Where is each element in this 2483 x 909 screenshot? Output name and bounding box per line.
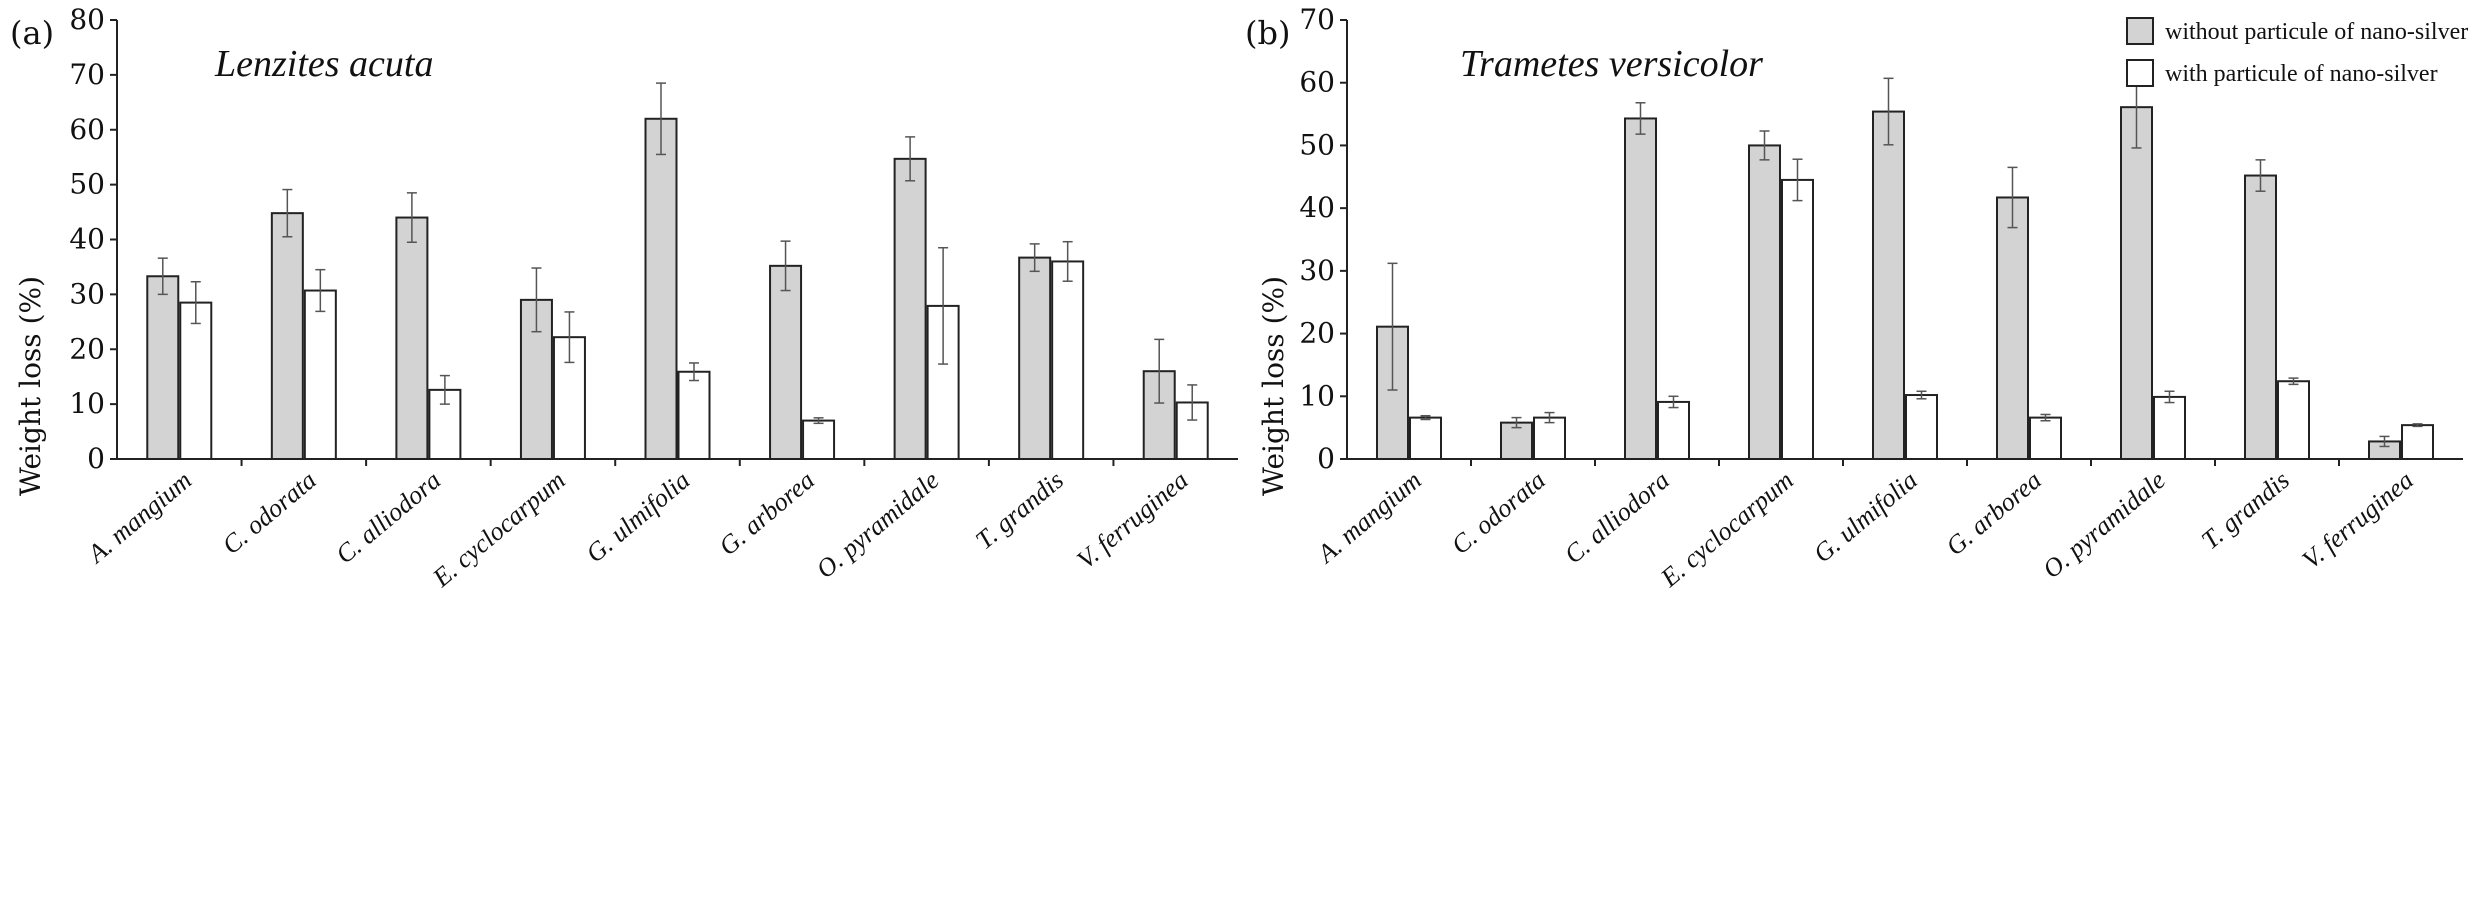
category-label: A. mangium (81, 465, 197, 569)
bar-without-a (146, 275, 180, 460)
y-tick-label: 20 (69, 332, 105, 365)
category-label: C. odorata (217, 465, 322, 560)
bar-with-b (1657, 400, 1690, 460)
legend: without particule of nano-silver with pa… (2126, 17, 2468, 87)
category-label: O. pyramidale (811, 465, 945, 584)
y-tick-label: 30 (69, 277, 105, 310)
bar-without-b (1748, 144, 1781, 461)
bar-with-a (179, 301, 213, 461)
legend-swatch-without (2126, 17, 2154, 45)
panel-a-title: Lenzites acuta (214, 43, 433, 85)
category-label: E. cyclocarpum (1654, 465, 1798, 593)
bar-with-b (2153, 395, 2186, 461)
y-tick-label: 60 (1299, 66, 1335, 99)
y-tick-label: 50 (1299, 128, 1335, 161)
legend-label-without: without particule of nano-silver (2165, 19, 2468, 45)
bar-without-a (270, 212, 304, 460)
bar-without-b (1624, 117, 1657, 460)
category-label: G. arborea (713, 465, 819, 561)
y-tick-label: 70 (69, 58, 105, 91)
category-label: C. alliodora (1559, 465, 1675, 569)
bar-without-b (1996, 196, 2029, 461)
bar-with-a (303, 289, 337, 460)
bar-with-b (1409, 416, 1442, 461)
bar-without-b (2120, 106, 2153, 461)
y-tick-label: 70 (1299, 3, 1335, 36)
panel-b-label: (b) (1245, 14, 1290, 52)
category-label: O. pyramidale (2037, 465, 2171, 584)
bar-without-a (1018, 256, 1052, 461)
y-tick-label: 40 (1299, 191, 1335, 224)
category-label: V. ferruginea (2297, 465, 2419, 574)
bar-without-a (769, 264, 803, 460)
bar-without-a (893, 157, 927, 461)
panel-b-ylabel: Weight loss (%) (1257, 276, 1290, 496)
bar-with-b (2029, 416, 2062, 461)
y-tick-label: 10 (1299, 379, 1335, 412)
category-label: T. grandis (2196, 465, 2295, 555)
bar-with-a (802, 419, 836, 460)
panel-a-label: (a) (10, 14, 54, 52)
category-label: A. mangium (1310, 465, 1426, 569)
bar-with-a (1051, 260, 1085, 461)
bar-with-b (1781, 178, 1814, 461)
category-label: G. arborea (1940, 465, 2046, 561)
bar-with-b (2401, 424, 2434, 460)
panel-b-title: Trametes versicolor (1460, 43, 1763, 85)
y-tick-label: 20 (1299, 317, 1335, 350)
category-label: G. ulmifolia (580, 465, 695, 568)
panel-a-ylabel: Weight loss (%) (14, 276, 47, 496)
y-tick-label: 30 (1299, 254, 1335, 287)
category-label: C. alliodora (330, 465, 446, 569)
y-tick-label: 0 (1317, 442, 1335, 475)
y-tick-label: 50 (69, 168, 105, 201)
category-label: T. grandis (970, 465, 1069, 555)
category-label: E. cyclocarpum (426, 465, 570, 593)
bar-without-b (1872, 110, 1905, 460)
y-tick-label: 0 (87, 442, 105, 475)
y-tick-label: 80 (69, 3, 105, 36)
bar-without-b (2244, 174, 2277, 460)
bar-with-a (677, 370, 711, 460)
legend-swatch-with (2126, 59, 2154, 87)
category-label: C. odorata (1446, 465, 1551, 560)
bar-without-a (644, 117, 678, 461)
y-tick-label: 60 (69, 113, 105, 146)
bar-without-b (1500, 421, 1533, 460)
bar-with-b (1905, 394, 1938, 461)
legend-label-with: with particule of nano-silver (2165, 61, 2438, 87)
y-tick-label: 10 (69, 387, 105, 420)
panel-b-plot: 0 10 20 30 40 50 60 70 A. mangium C. odorata C. al… (1299, 3, 2463, 593)
y-tick-label: 40 (69, 223, 105, 256)
category-label: V. ferruginea (1071, 465, 1193, 574)
category-label: G. ulmifolia (1808, 465, 1923, 568)
bar-with-b (2277, 380, 2310, 460)
bar-without-a (395, 216, 429, 460)
bar-with-b (1533, 416, 1566, 461)
panel-a-plot: 0 10 20 30 40 50 60 70 80 A. mangium C. odorata C. … (69, 3, 1238, 593)
